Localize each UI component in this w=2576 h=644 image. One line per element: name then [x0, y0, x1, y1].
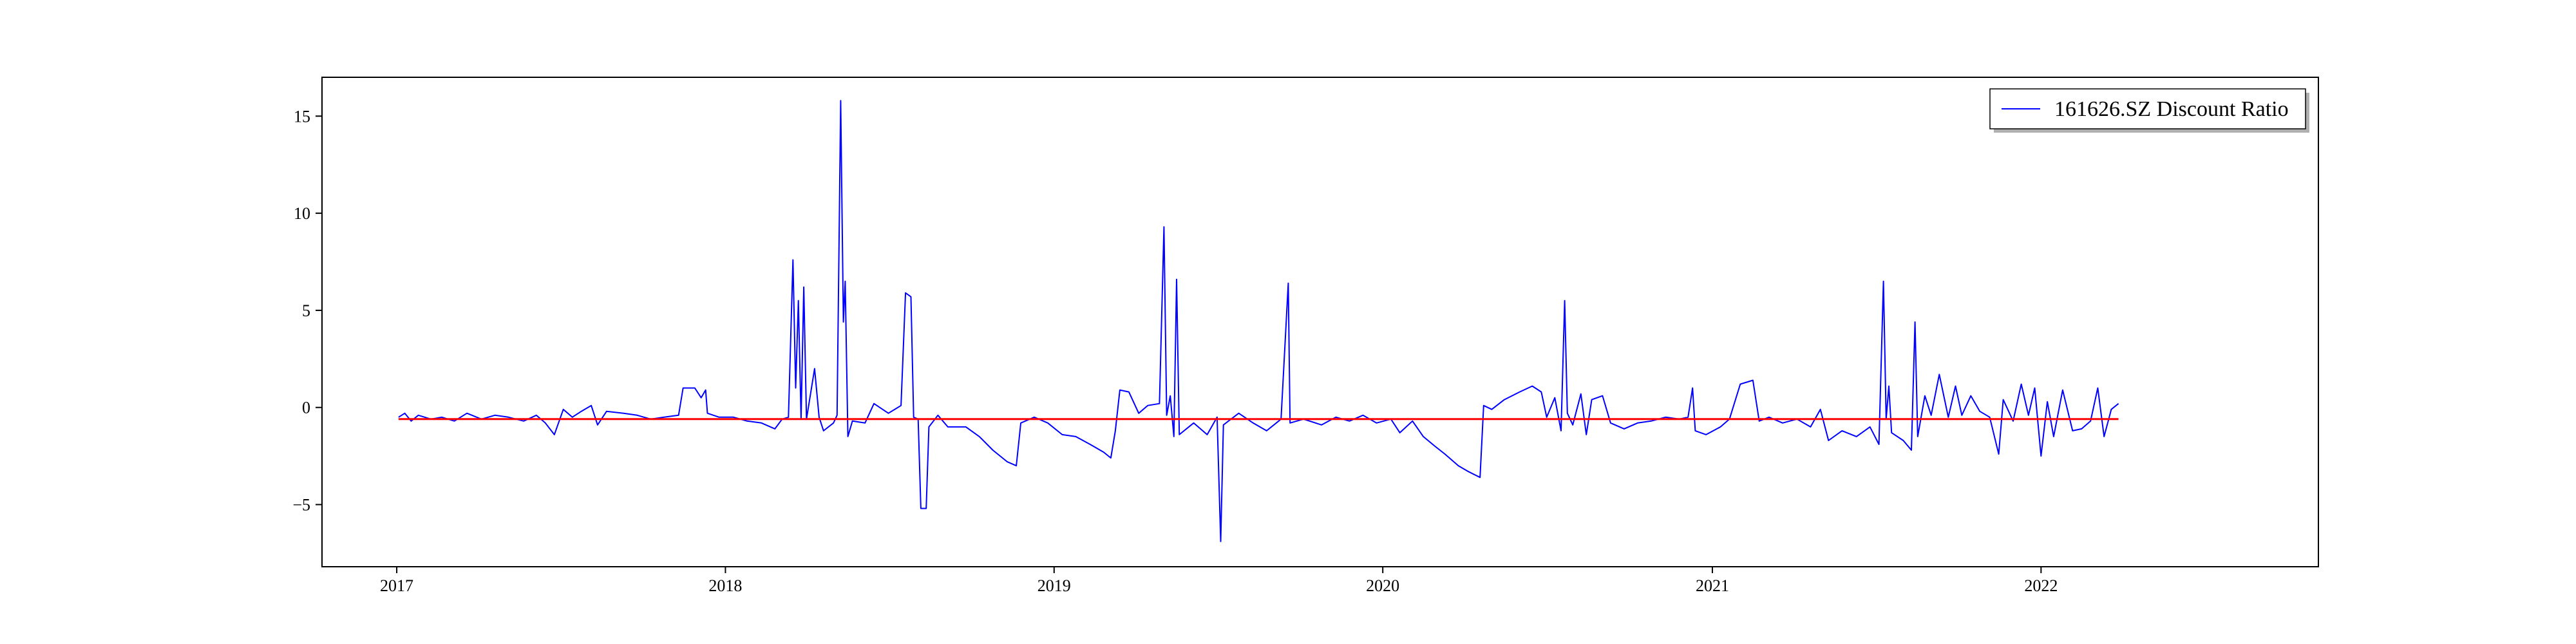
x-tick-label: 2022: [2024, 576, 2058, 595]
x-tick-label: 2021: [1696, 576, 1729, 595]
y-tick-label: 15: [294, 107, 310, 126]
y-axis: −5 0 5 10 15: [292, 107, 322, 514]
legend: 161626.SZ Discount Ratio: [1989, 88, 2309, 133]
x-tick-label: 2020: [1366, 576, 1399, 595]
plot-lines: [398, 100, 2119, 542]
y-tick-label: −5: [292, 495, 310, 514]
plot-frame: [321, 77, 2319, 567]
x-axis: 2017 2018 2019 2020 2021 2022: [380, 567, 2058, 595]
x-tick-label: 2019: [1037, 576, 1071, 595]
x-tick-label: 2018: [708, 576, 742, 595]
y-tick-label: 0: [302, 399, 310, 417]
x-tick-label: 2017: [380, 576, 413, 595]
legend-label: 161626.SZ Discount Ratio: [2054, 97, 2289, 121]
y-tick-label: 5: [302, 301, 310, 320]
y-tick-label: 10: [294, 204, 310, 223]
legend-box: [1989, 88, 2306, 129]
